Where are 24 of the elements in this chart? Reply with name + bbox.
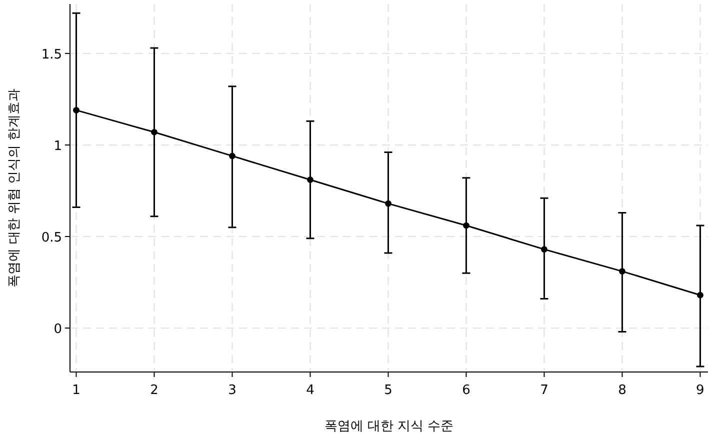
- x-tick-label: 4: [306, 383, 314, 398]
- point: [307, 176, 314, 183]
- x-tick-label: 9: [696, 383, 704, 398]
- point: [385, 200, 392, 207]
- x-tick-label: 6: [462, 383, 470, 398]
- point: [151, 128, 158, 136]
- x-tick-label: 5: [384, 383, 392, 398]
- x-tick-label: 8: [618, 383, 626, 398]
- x-tick-label: 7: [540, 383, 548, 398]
- point: [697, 292, 704, 298]
- x-tick-label: 1: [72, 383, 80, 398]
- y-tick-label: 1.5: [41, 47, 62, 62]
- y-tick-label: 1: [54, 138, 62, 154]
- y-tick-label: 0.5: [41, 230, 62, 246]
- x-tick-label: 2: [150, 383, 158, 398]
- x-tick-label: 3: [228, 383, 236, 398]
- y-tick-label: 0: [54, 322, 62, 338]
- x-axis-title: 폭염에 대한 지식 수준: [324, 419, 454, 434]
- y-axis-title: 폭염에 대한 위험 인식의 한계효과: [7, 88, 22, 288]
- point: [229, 152, 236, 160]
- point: [541, 246, 548, 253]
- point: [463, 222, 470, 229]
- point: [619, 268, 626, 275]
- point: [73, 106, 80, 114]
